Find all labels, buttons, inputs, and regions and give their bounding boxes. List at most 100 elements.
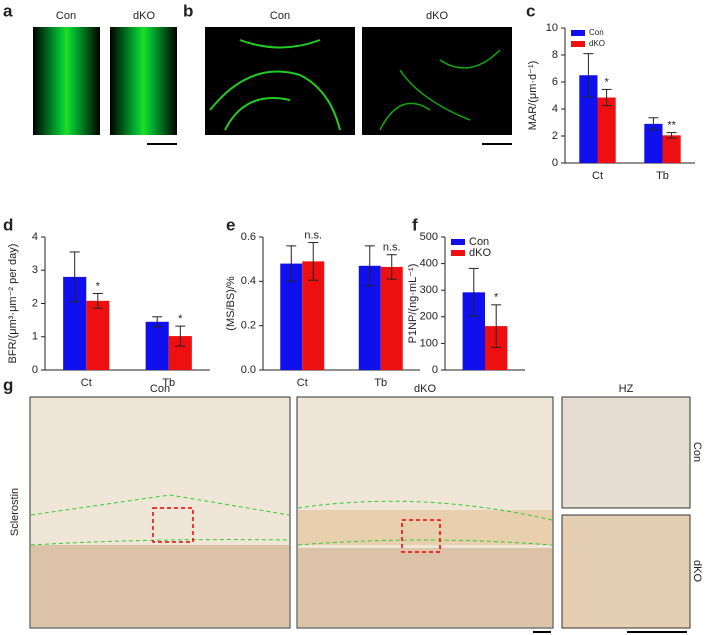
- panel-letter: d: [3, 215, 13, 234]
- micrograph: [561, 396, 691, 509]
- bar: [280, 263, 303, 370]
- y-axis-label: (MS/BS)/%: [225, 276, 237, 331]
- bar: [597, 97, 616, 163]
- error-bar: [364, 245, 375, 287]
- error-bar: [308, 242, 319, 281]
- bar: [358, 265, 381, 370]
- micrograph: [561, 514, 691, 629]
- error-bar: [92, 293, 103, 309]
- image-label: Con: [691, 442, 703, 462]
- y-tick-label: 500: [420, 231, 438, 243]
- bar: [644, 123, 663, 163]
- legend-swatch: [571, 30, 585, 36]
- image-label: Con: [56, 10, 76, 22]
- x-tick-label: Tb: [162, 377, 175, 389]
- y-tick-label: 400: [420, 258, 438, 270]
- y-tick-label: 2: [552, 130, 558, 142]
- error-bar: [69, 251, 80, 303]
- y-tick-label: 8: [552, 49, 558, 61]
- significance: n.s.: [304, 229, 322, 241]
- significance: *: [494, 292, 499, 304]
- tissue: [31, 545, 289, 627]
- y-tick-label: 0: [432, 364, 438, 376]
- image-label: Con: [150, 383, 170, 395]
- x-tick-label: Tb: [656, 170, 669, 182]
- bar: [302, 261, 325, 370]
- legend-swatch: [451, 250, 465, 256]
- y-tick-label: 0: [552, 157, 558, 169]
- bar: [662, 135, 681, 163]
- bar: [485, 326, 508, 370]
- x-tick-label: Ct: [297, 377, 308, 389]
- legend-label: dKO: [589, 39, 605, 48]
- significance: *: [178, 313, 183, 325]
- y-tick-label: 4: [32, 231, 38, 243]
- y-tick-label: 2: [32, 297, 38, 309]
- y-tick-label: 0.0: [241, 364, 256, 376]
- y-tick-label: 0: [32, 364, 38, 376]
- micrograph: [110, 27, 177, 135]
- bar: [168, 336, 192, 370]
- error-bar: [491, 304, 502, 348]
- error-bar: [648, 117, 659, 131]
- significance: **: [667, 120, 676, 132]
- panel-letter: a: [3, 1, 13, 20]
- error-bar: [666, 132, 677, 139]
- y-tick-label: 1: [32, 331, 38, 343]
- panel-letter: e: [226, 215, 235, 234]
- significance: *: [604, 76, 609, 88]
- bar: [145, 321, 169, 370]
- y-tick-label: 200: [420, 311, 438, 323]
- row-label: Sclerostin: [9, 488, 21, 536]
- legend-label: Con: [469, 236, 489, 248]
- y-tick-label: 10: [546, 22, 558, 34]
- panel-letters: a b c d e f g: [3, 1, 535, 394]
- image-label: dKO: [133, 10, 155, 22]
- image-label: HZ: [619, 383, 634, 395]
- zoom-box: [152, 507, 194, 543]
- panel-b: Con dKO: [205, 10, 512, 145]
- zone-line: [297, 500, 553, 546]
- error-bar: [386, 254, 397, 280]
- y-tick-label: 100: [420, 337, 438, 349]
- significance: *: [96, 280, 101, 292]
- panel-letter: g: [3, 375, 13, 394]
- tissue: [298, 548, 552, 627]
- fluorescence: [379, 49, 501, 131]
- y-axis-label: MAR/(μm·d⁻¹): [527, 61, 539, 131]
- fluorescence: [209, 39, 341, 131]
- x-tick-label: Ct: [592, 170, 603, 182]
- y-tick-label: 0.6: [241, 231, 256, 243]
- image-label: dKO: [691, 560, 703, 582]
- x-tick-label: Ct: [81, 377, 92, 389]
- legend-swatch: [571, 41, 585, 47]
- panel-letter: c: [526, 1, 535, 20]
- image-label: dKO: [414, 383, 436, 395]
- legend-swatch: [451, 239, 465, 245]
- micrograph: [362, 27, 512, 135]
- panel-letter: f: [412, 215, 418, 234]
- y-tick-label: 3: [32, 264, 38, 276]
- y-axis-label: P1NP/(ng·mL⁻¹): [407, 264, 419, 344]
- y-tick-label: 0.2: [241, 320, 256, 332]
- zone-line: [30, 494, 290, 546]
- y-axis-label: BFR/(μm³·μm⁻² per day): [7, 244, 19, 364]
- bar: [63, 276, 87, 370]
- micrograph: [205, 27, 355, 135]
- micrograph: [33, 27, 100, 135]
- error-bar: [152, 316, 163, 328]
- y-tick-label: 4: [552, 103, 558, 115]
- panel-g: Con dKO HZ Sclerostin Con dKO: [9, 383, 703, 633]
- y-tick-label: 300: [420, 284, 438, 296]
- panel-a: Con dKO: [33, 10, 177, 145]
- error-bar: [175, 325, 186, 347]
- legend-label: Con: [589, 28, 604, 37]
- y-tick-label: 6: [552, 76, 558, 88]
- image-label: dKO: [426, 10, 448, 22]
- image-label: Con: [270, 10, 290, 22]
- y-tick-label: 0.4: [241, 275, 256, 287]
- bar: [380, 266, 403, 370]
- bar: [462, 292, 485, 370]
- tissue: [298, 510, 552, 545]
